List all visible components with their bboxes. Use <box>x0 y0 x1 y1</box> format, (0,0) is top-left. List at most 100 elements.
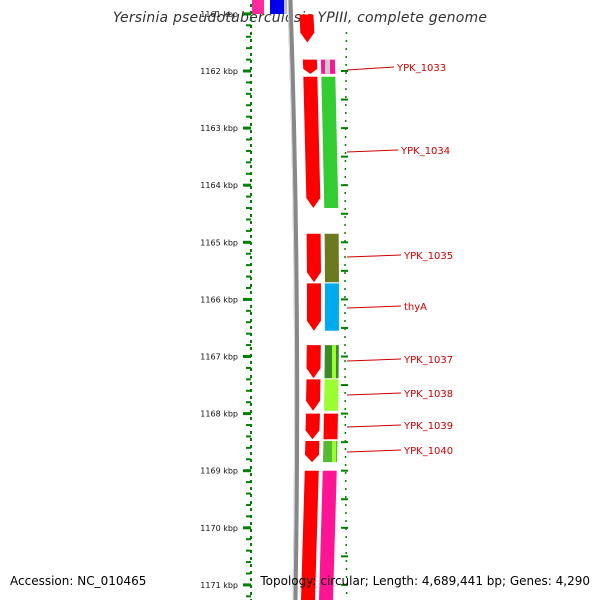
kbp-minor-tick <box>246 264 251 267</box>
kbp-minor-tick <box>246 229 251 232</box>
label-leader-line <box>346 305 402 309</box>
axis-dot <box>250 312 252 315</box>
axis-dot <box>250 557 252 560</box>
kbp-minor-tick <box>246 195 251 198</box>
axis-dot <box>250 53 252 56</box>
kbp-tick <box>243 297 251 301</box>
axis-dot <box>250 277 252 280</box>
outer-ring-dot <box>345 496 347 498</box>
cds-track <box>299 14 321 600</box>
axis-dot <box>250 256 252 259</box>
kbp-minor-tick <box>246 435 251 438</box>
axis-dot <box>250 235 252 238</box>
outer-ring-dot <box>345 552 348 554</box>
outer-ring-dot <box>345 40 348 42</box>
axis-dot <box>250 438 252 441</box>
label-leader-line <box>346 392 402 396</box>
outer-ring-tick <box>341 384 348 387</box>
outer-ring-dot <box>344 392 346 394</box>
axis-dot <box>250 347 252 350</box>
kbp-tick-label: 1169 kbp <box>200 467 238 476</box>
outer-ring-dot <box>345 512 347 514</box>
outer-ring-dot <box>344 464 347 466</box>
axis-dot <box>250 473 252 476</box>
axis-dot <box>250 319 252 322</box>
kbp-tick <box>243 355 251 358</box>
axis-dot <box>250 179 252 182</box>
outer-ring-dot <box>344 456 347 458</box>
kbp-tick <box>243 583 251 587</box>
outer-ring-dot <box>344 120 347 122</box>
axis-dot <box>250 487 252 490</box>
axis-dot <box>250 60 252 63</box>
kbp-tick-label: 1161 kbp <box>200 10 238 19</box>
axis-dot <box>250 291 252 294</box>
kbp-minor-tick <box>246 161 251 164</box>
outer-ring-tick <box>341 498 348 501</box>
kbp-minor-tick <box>246 218 251 221</box>
gene-feature <box>324 283 339 331</box>
kbp-tick-label: 1164 kbp <box>200 181 238 190</box>
outer-ring-dot <box>345 32 348 34</box>
outer-ring-dot <box>344 160 347 162</box>
axis-dot <box>250 74 252 77</box>
kbp-minor-tick <box>246 424 251 427</box>
axis-dot <box>250 109 252 112</box>
axis-dot <box>250 410 252 413</box>
outer-ring-dot <box>344 480 347 482</box>
outer-ring-dot <box>344 200 346 202</box>
outer-ring-dot <box>344 264 346 266</box>
outer-ring-tick <box>341 583 348 586</box>
gene-feature <box>321 76 339 209</box>
outer-ring-tick <box>341 184 348 187</box>
kbp-minor-tick <box>246 321 251 324</box>
outer-ring-dot <box>344 240 346 242</box>
kbp-minor-tick <box>246 58 251 61</box>
outer-ring-dot <box>344 216 346 218</box>
outer-ring-dot <box>344 312 346 314</box>
outer-ring-dot <box>345 112 347 114</box>
outer-ring-dot <box>344 152 347 154</box>
kbp-minor-tick <box>246 458 251 461</box>
axis-dot <box>250 578 252 581</box>
gene-feature-shade <box>332 345 336 379</box>
outer-ring-tick <box>341 441 348 444</box>
cds-arrow <box>299 14 315 43</box>
outer-ring-dot <box>344 288 346 290</box>
kbp-minor-tick <box>246 492 251 495</box>
outer-ring-tick <box>341 155 348 158</box>
outer-ring-dot <box>344 136 347 138</box>
kbp-tick-label: 1166 kbp <box>200 295 238 304</box>
axis-dot <box>250 403 252 406</box>
cds-arrow <box>302 59 318 74</box>
axis-dot <box>250 95 252 98</box>
label-leader-line <box>346 358 402 362</box>
outer-ring-tick <box>341 526 348 529</box>
kbp-tick-label: 1170 kbp <box>200 524 238 533</box>
outer-ring-dot <box>344 344 346 346</box>
outer-ring-dot <box>344 408 346 410</box>
kbp-minor-tick <box>246 81 251 84</box>
axis-dot <box>250 18 252 21</box>
axis-dot <box>250 165 252 168</box>
outer-ring-dot <box>345 48 348 50</box>
outer-ring-dot <box>344 424 347 426</box>
outer-ring-dot <box>344 320 346 322</box>
outer-ring-dot <box>344 176 347 178</box>
outer-ring-dot <box>344 360 346 362</box>
label-leader-line <box>346 66 395 71</box>
kbp-minor-tick <box>246 252 251 255</box>
gene-label: YPK_1035 <box>403 251 453 262</box>
axis-dot <box>250 214 252 217</box>
kbp-tick <box>243 183 251 187</box>
gene-label: YPK_1037 <box>403 355 453 366</box>
axis-dot <box>250 200 252 203</box>
cds-arrow <box>305 413 320 440</box>
axis-dot <box>250 431 252 434</box>
gene-feature <box>324 379 339 411</box>
gene-feature <box>323 413 338 440</box>
kbp-tick <box>243 12 251 16</box>
axis-dot <box>250 123 252 126</box>
outer-ring-dot <box>344 224 346 226</box>
